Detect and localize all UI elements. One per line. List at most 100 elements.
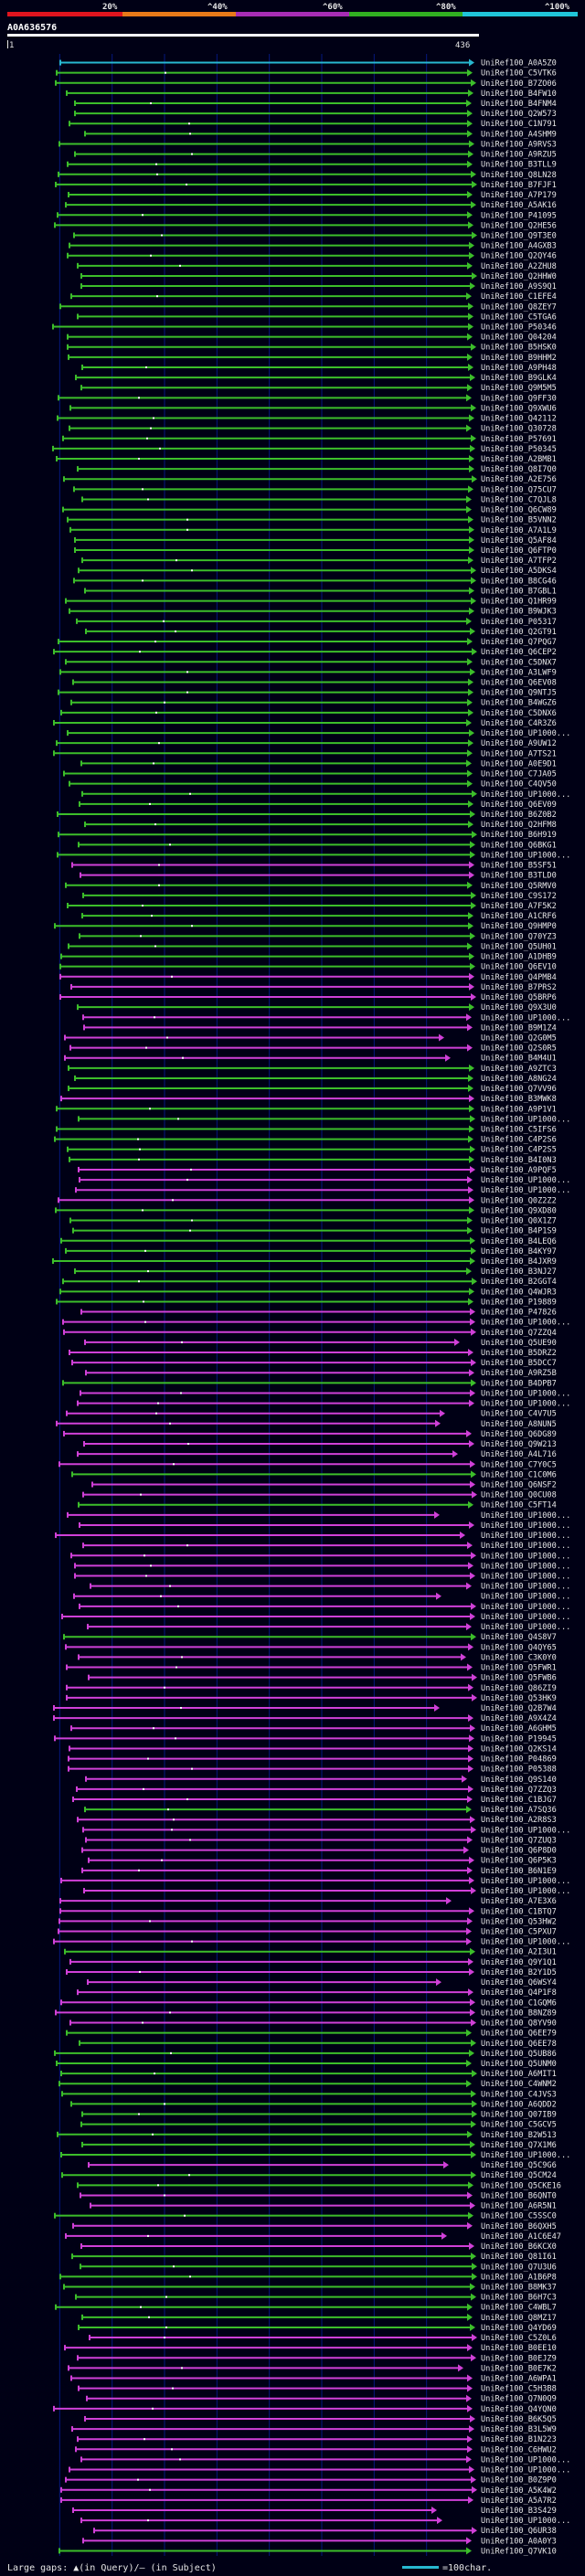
hit-row[interactable]: UniRef100_B6H7C3: [75, 2293, 557, 2303]
hit-label[interactable]: UniRef100_Q2GT91: [481, 628, 557, 637]
hit-label[interactable]: UniRef100_B9WJK3: [481, 608, 557, 617]
hit-row[interactable]: UniRef100_B5DCC7: [71, 1359, 557, 1368]
hit-label[interactable]: UniRef100_C5DNX6: [481, 709, 557, 718]
hit-row[interactable]: UniRef100_A4SHM9: [84, 130, 557, 139]
hit-label[interactable]: UniRef100_A9P1V1: [481, 1105, 557, 1114]
hit-label[interactable]: UniRef100_A1CRF6: [481, 912, 557, 921]
hit-label[interactable]: UniRef100_B9M1Z4: [481, 1023, 557, 1033]
hit-row[interactable]: UniRef100_UP1000...: [80, 2517, 570, 2526]
hit-row[interactable]: UniRef100_B5VNN2: [67, 515, 557, 525]
hit-row[interactable]: UniRef100_UP1000...: [79, 1521, 570, 1531]
hit-row[interactable]: UniRef100_Q2HE56: [54, 221, 557, 230]
hit-label[interactable]: UniRef100_B4WGZ6: [481, 699, 557, 708]
hit-label[interactable]: UniRef100_A5A7R2: [481, 2496, 557, 2506]
hit-label[interactable]: UniRef100_UP1000...: [481, 2151, 570, 2160]
hit-row[interactable]: UniRef100_Q9XWU6: [69, 404, 557, 413]
hit-row[interactable]: UniRef100_Q9FF30: [58, 394, 557, 403]
hit-row[interactable]: UniRef100_UP1000...: [73, 1592, 570, 1602]
hit-label[interactable]: UniRef100_UP1000...: [481, 2455, 570, 2465]
hit-row[interactable]: UniRef100_UP1000...: [75, 1186, 570, 1195]
hit-row[interactable]: UniRef100_A5K4W2: [60, 2486, 557, 2496]
hit-label[interactable]: UniRef100_C5IFS6: [481, 1126, 557, 1135]
hit-row[interactable]: UniRef100_B3L5W9: [71, 2425, 557, 2434]
hit-label[interactable]: UniRef100_Q6UR38: [481, 2527, 557, 2536]
hit-label[interactable]: UniRef100_C7QJL8: [481, 495, 557, 504]
hit-row[interactable]: UniRef100_Q6FTP0: [74, 546, 557, 556]
hit-label[interactable]: UniRef100_C5H3B8: [481, 2385, 557, 2394]
hit-row[interactable]: UniRef100_Q4PMB4: [59, 972, 557, 982]
hit-label[interactable]: UniRef100_Q4YQN0: [481, 2405, 557, 2414]
hit-label[interactable]: UniRef100_Q5CKE16: [481, 2181, 561, 2190]
hit-row[interactable]: UniRef100_C4WBL7: [55, 2303, 557, 2313]
hit-label[interactable]: UniRef100_B4FW10: [481, 90, 557, 99]
hit-row[interactable]: UniRef100_Q70YZ3: [79, 932, 557, 941]
hit-row[interactable]: UniRef100_A9RZ5B: [85, 1369, 557, 1378]
hit-label[interactable]: UniRef100_P19889: [481, 1298, 557, 1307]
hit-row[interactable]: UniRef100_A7TFP2: [81, 557, 557, 566]
hit-label[interactable]: UniRef100_Q2W573: [481, 110, 557, 119]
hit-row[interactable]: UniRef100_B0Z9P0: [65, 2475, 557, 2486]
hit-label[interactable]: UniRef100_Q6EV10: [481, 963, 557, 972]
hit-label[interactable]: UniRef100_A4GXB3: [481, 242, 557, 251]
hit-label[interactable]: UniRef100_UP1000...: [481, 1887, 570, 1896]
hit-row[interactable]: UniRef100_UP1000...: [55, 1532, 570, 1541]
hit-label[interactable]: UniRef100_B7ZO06: [481, 80, 557, 89]
hit-row[interactable]: UniRef100_B2Y1D5: [66, 1967, 557, 1977]
hit-row[interactable]: UniRef100_C1EFE4: [70, 292, 557, 302]
hit-row[interactable]: UniRef100_C9S172: [82, 891, 557, 901]
hit-label[interactable]: UniRef100_B5SF51: [481, 862, 557, 871]
hit-label[interactable]: UniRef100_A4SHM9: [481, 130, 557, 139]
hit-label[interactable]: UniRef100_Q0CU08: [481, 1491, 557, 1500]
hit-row[interactable]: UniRef100_Q7ZZQ3: [76, 1785, 557, 1795]
hit-row[interactable]: UniRef100_A6R5N1: [90, 2201, 557, 2211]
hit-label[interactable]: UniRef100_C5VTK6: [481, 69, 557, 79]
hit-row[interactable]: UniRef100_Q7U3U6: [80, 2263, 557, 2272]
hit-row[interactable]: UniRef100_A2I3U1: [64, 1947, 557, 1957]
hit-label[interactable]: UniRef100_B3TLL9: [481, 161, 557, 170]
hit-row[interactable]: UniRef100_UP1000...: [82, 1542, 570, 1551]
hit-label[interactable]: UniRef100_Q5AF84: [481, 536, 557, 546]
hit-label[interactable]: UniRef100_B4LEQ6: [481, 1237, 557, 1246]
hit-row[interactable]: UniRef100_B6KCX0: [80, 2242, 557, 2252]
hit-label[interactable]: UniRef100_Q5UE90: [481, 1339, 557, 1348]
hit-label[interactable]: UniRef100_UP1000...: [481, 1400, 570, 1409]
hit-row[interactable]: UniRef100_A9RVS3: [58, 140, 557, 149]
hit-label[interactable]: UniRef100_B0E7K2: [481, 2364, 557, 2373]
hit-label[interactable]: UniRef100_UP1000...: [481, 1389, 570, 1398]
hit-row[interactable]: UniRef100_A8NG24: [74, 1074, 557, 1084]
hit-row[interactable]: UniRef100_UP1000...: [78, 1115, 570, 1124]
hit-row[interactable]: UniRef100_Q7ZUQ3: [85, 1836, 557, 1845]
hit-label[interactable]: UniRef100_UP1000...: [481, 1319, 570, 1328]
hit-row[interactable]: UniRef100_Q2HFM8: [84, 821, 557, 830]
hit-label[interactable]: UniRef100_Q7VV96: [481, 1085, 557, 1094]
hit-row[interactable]: UniRef100_C5IFS6: [56, 1125, 557, 1135]
hit-row[interactable]: UniRef100_C4V7U5: [66, 1409, 557, 1419]
hit-label[interactable]: UniRef100_P05317: [481, 618, 557, 627]
hit-label[interactable]: UniRef100_UP1000...: [481, 1542, 570, 1551]
hit-row[interactable]: UniRef100_Q6P5K3: [88, 1856, 557, 1866]
hit-row[interactable]: UniRef100_A9UW12: [56, 739, 557, 748]
hit-label[interactable]: UniRef100_Q7N0Q9: [481, 2395, 557, 2404]
hit-row[interactable]: UniRef100_Q4P1F8: [77, 1988, 557, 1998]
hit-row[interactable]: UniRef100_B8MK37: [63, 2283, 557, 2292]
hit-label[interactable]: UniRef100_P57691: [481, 435, 557, 444]
hit-row[interactable]: UniRef100_UP1000...: [62, 1318, 570, 1328]
hit-row[interactable]: UniRef100_Q5UE90: [84, 1338, 557, 1348]
hit-row[interactable]: UniRef100_A7A1L9: [69, 525, 557, 535]
hit-row[interactable]: UniRef100_B0EE10: [64, 2344, 557, 2353]
hit-row[interactable]: UniRef100_Q2HHW0: [80, 271, 557, 281]
hit-row[interactable]: UniRef100_Q9W213: [83, 1440, 557, 1449]
hit-label[interactable]: UniRef100_C1GQM6: [481, 1998, 557, 2008]
hit-label[interactable]: UniRef100_Q70YZ3: [481, 932, 557, 941]
hit-label[interactable]: UniRef100_Q2G0M5: [481, 1034, 557, 1043]
hit-label[interactable]: UniRef100_B0EE10: [481, 2344, 557, 2353]
hit-label[interactable]: UniRef100_Q6EV09: [481, 800, 557, 810]
hit-row[interactable]: UniRef100_Q81I61: [71, 2253, 557, 2262]
hit-label[interactable]: UniRef100_Q5CM24: [481, 2171, 557, 2180]
hit-label[interactable]: UniRef100_Q7U3U6: [481, 2263, 557, 2272]
hit-row[interactable]: UniRef100_UP1000...: [74, 1562, 570, 1571]
hit-row[interactable]: UniRef100_Q6NSF2: [91, 1480, 557, 1489]
hit-row[interactable]: UniRef100_B3S429: [72, 2506, 557, 2516]
hit-row[interactable]: UniRef100_B4I0N3: [69, 1155, 557, 1165]
hit-row[interactable]: UniRef100_UP1000...: [80, 2455, 570, 2465]
